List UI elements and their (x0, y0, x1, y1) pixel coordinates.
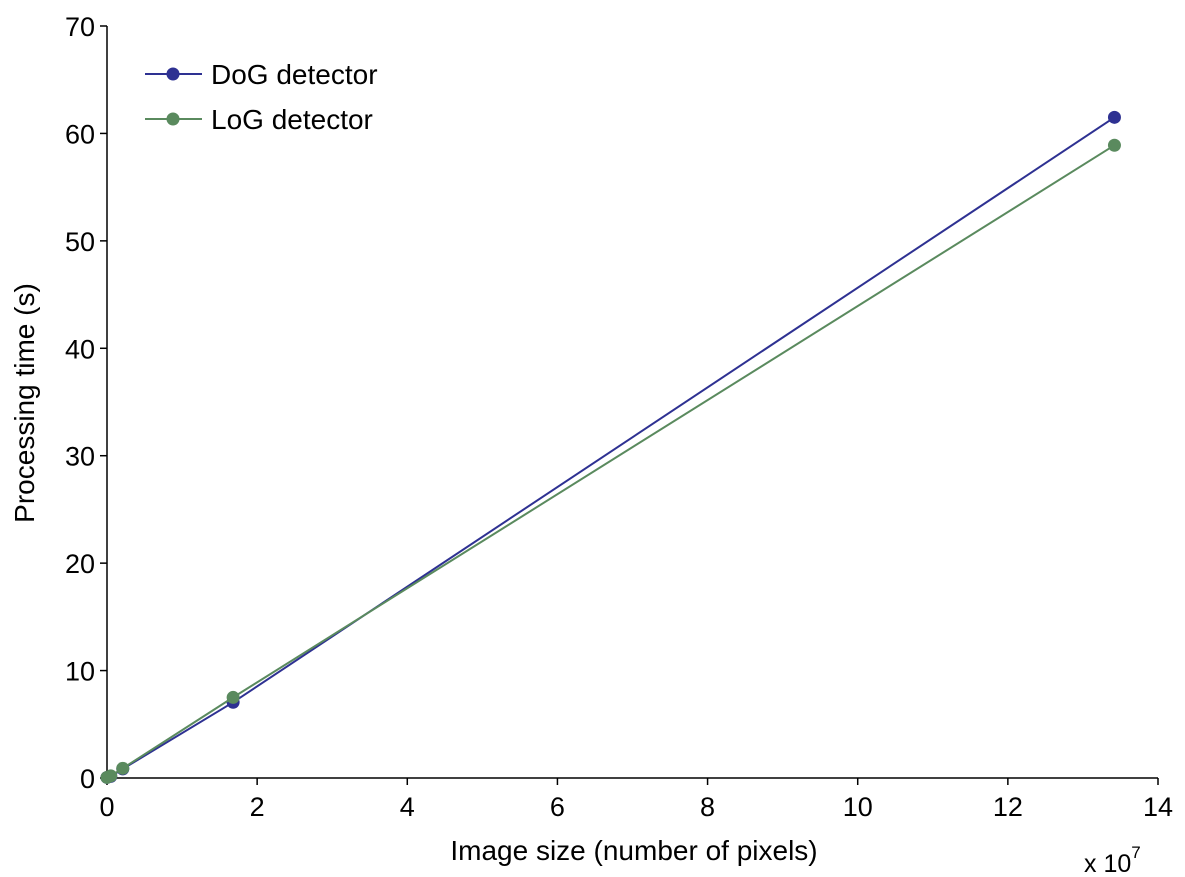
legend: DoG detector LoG detector (145, 59, 378, 135)
y-tick-label: 10 (65, 657, 95, 687)
series-line-log-detector (106, 144, 1116, 779)
series-layer (100, 110, 1121, 784)
data-point-log-detector (1107, 138, 1121, 152)
data-point-log-detector (116, 761, 130, 775)
legend-label-dog-detector: DoG detector (211, 59, 378, 90)
data-point-log-detector (104, 769, 118, 783)
y-tick-label: 70 (65, 12, 95, 42)
x-tick-label: 2 (250, 792, 265, 822)
x-tick-label: 8 (700, 792, 715, 822)
data-point-log-detector (226, 690, 240, 704)
x-axis-multiplier-exponent: 7 (1131, 843, 1140, 862)
series-dog-detector (100, 110, 1121, 784)
x-axis-multiplier: x 107 (1084, 843, 1141, 877)
x-tick-label: 4 (400, 792, 415, 822)
legend-item-dog-detector: DoG detector (145, 59, 378, 90)
y-tick-label: 20 (65, 549, 95, 579)
legend-label-log-detector: LoG detector (211, 104, 373, 135)
x-axis-multiplier-base: x 10 (1084, 850, 1131, 877)
y-tick-label: 40 (65, 334, 95, 364)
x-tick-label: 14 (1143, 792, 1173, 822)
y-tick-label: 50 (65, 227, 95, 257)
axes: 0 2 4 6 8 10 12 14 0 10 20 30 40 50 60 70 (65, 12, 1173, 822)
y-tick-label: 30 (65, 442, 95, 472)
x-tick-label: 12 (993, 792, 1023, 822)
legend-marker-log-detector (166, 112, 180, 126)
x-tick-label: 6 (550, 792, 565, 822)
series-log-detector (100, 138, 1121, 784)
y-tick-label: 60 (65, 119, 95, 149)
x-tick-label: 0 (99, 792, 114, 822)
y-axis-title: Processing time (s) (9, 283, 40, 523)
legend-item-log-detector: LoG detector (145, 104, 373, 135)
y-tick-label: 0 (80, 764, 95, 794)
x-tick-label: 10 (843, 792, 873, 822)
legend-marker-dog-detector (166, 67, 180, 81)
data-point-dog-detector (1107, 110, 1121, 124)
series-line-dog-detector (106, 116, 1116, 779)
x-axis-title: Image size (number of pixels) (450, 835, 817, 866)
